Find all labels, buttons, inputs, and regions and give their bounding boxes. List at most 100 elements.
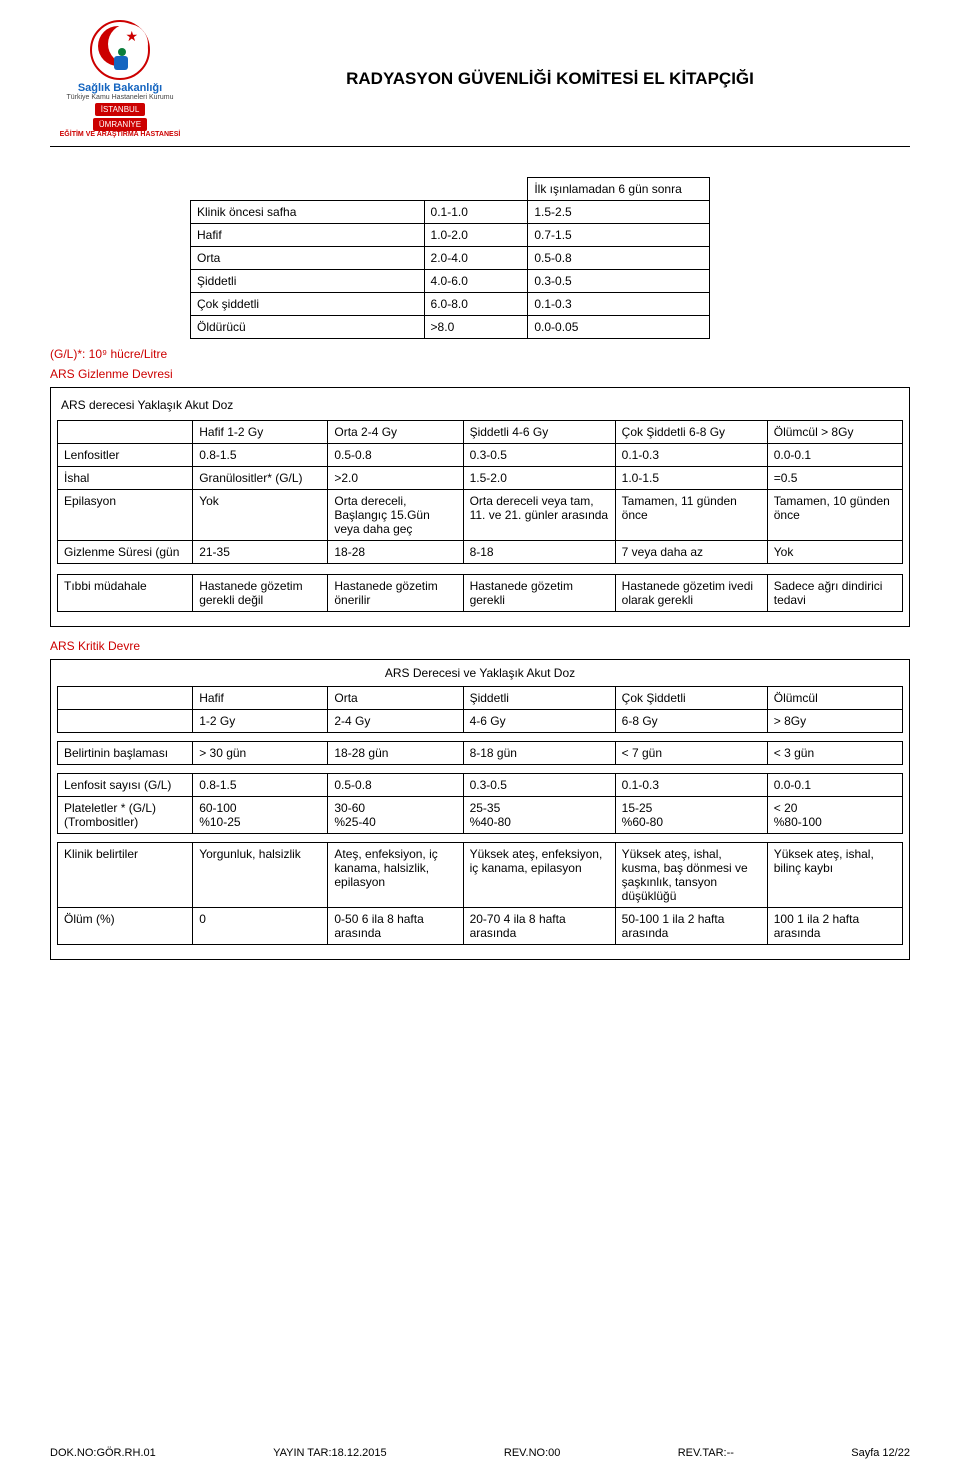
table-cell: Sadece ağrı dindirici tedavi [767,575,902,612]
table-cell [58,687,193,710]
table-cell: Ölümcül [767,687,902,710]
table-cell: 0.7-1.5 [528,224,710,247]
table-row: Çok şiddetli6.0-8.00.1-0.3 [191,293,710,316]
logo-bar-istanbul: İSTANBUL [95,103,146,116]
logo-icon: ★ [90,20,150,80]
table-cell: 0.3-0.5 [463,444,615,467]
table-cell: 1-2 Gy [193,710,328,733]
table-cell: 0.0-0.05 [528,316,710,339]
document-title: RADYASYON GÜVENLİĞİ KOMİTESİ EL KİTAPÇIĞ… [190,69,910,89]
table-cell: 0.1-0.3 [528,293,710,316]
table-row: Plateletler * (G/L) (Trombositler)60-100… [58,797,903,834]
table-cell: 0.0-0.1 [767,774,902,797]
table-cell: < 7 gün [615,742,767,765]
table-cell: >8.0 [424,316,528,339]
footer-revtar: REV.TAR:-- [678,1447,734,1459]
logo-text-sub: Türkiye Kamu Hastaneleri Kurumu [67,94,174,101]
table-row: EpilasyonYokOrta dereceli, Başlangıç 15.… [58,490,903,541]
table-cell: 100 1 ila 2 hafta arasında [767,908,902,945]
table-cell: Yüksek ateş, enfeksiyon, iç kanama, epil… [463,843,615,908]
table-cell: 0.8-1.5 [193,774,328,797]
table-cell: İshal [58,467,193,490]
table-cell: Çok şiddetli [191,293,425,316]
footer-yayin: YAYIN TAR:18.12.2015 [273,1447,387,1459]
table-cell: 0.1-0.3 [615,444,767,467]
page-header: ★ Sağlık Bakanlığı Türkiye Kamu Hastanel… [50,20,910,147]
table-cell: Tıbbi müdahale [58,575,193,612]
table-cell: 1.5-2.5 [528,201,710,224]
table-row: Orta2.0-4.00.5-0.8 [191,247,710,270]
table-cell: 1.0-1.5 [615,467,767,490]
table3d: Klinik belirtilerYorgunluk, halsizlikAte… [57,842,903,945]
table-cell: Gizlenme Süresi (gün [58,541,193,564]
table-cell: 21-35 [193,541,328,564]
table-cell: Ölüm (%) [58,908,193,945]
logo-block: ★ Sağlık Bakanlığı Türkiye Kamu Hastanel… [50,20,190,138]
table-cell: 18-28 gün [328,742,463,765]
table-cell: Lenfositler [58,444,193,467]
table-cell: 15-25 %60-80 [615,797,767,834]
table-cell: 0.8-1.5 [193,444,328,467]
table-cell: < 20 %80-100 [767,797,902,834]
table-cell: Hafif [193,687,328,710]
table-cell: Hastanede gözetim gerekli değil [193,575,328,612]
footer-dok: DOK.NO:GÖR.RH.01 [50,1447,156,1459]
table-cell: 1.0-2.0 [424,224,528,247]
logo-text-ministry: Sağlık Bakanlığı [78,82,162,94]
footer-revno: REV.NO:00 [504,1447,560,1459]
table-cell: Hafif [191,224,425,247]
section-gizlenme-title: ARS Gizlenme Devresi [50,367,910,381]
table-cell: Şiddetli [191,270,425,293]
table-row: Lenfosit sayısı (G/L)0.8-1.50.5-0.80.3-0… [58,774,903,797]
table-cell: Plateletler * (G/L) (Trombositler) [58,797,193,834]
table3-container: ARS Derecesi ve Yaklaşık Akut Doz HafifO… [50,659,910,960]
table-cell: Yok [193,490,328,541]
table-cell: Tamamen, 10 günden önce [767,490,902,541]
table-cell [58,421,193,444]
table-cell: Ölümcül > 8Gy [767,421,902,444]
table-cell: Öldürücü [191,316,425,339]
table-cell: 7 veya daha az [615,541,767,564]
table-cell: Orta [191,247,425,270]
table-row: Klinik öncesi safha0.1-1.01.5-2.5 [191,201,710,224]
table-row: Hafif1.0-2.00.7-1.5 [191,224,710,247]
table-cell: 0.1-1.0 [424,201,528,224]
table-cell: 50-100 1 ila 2 hafta arasında [615,908,767,945]
table-cell: Hastanede gözetim gerekli [463,575,615,612]
table-cell: =0.5 [767,467,902,490]
table-cell: 0-50 6 ila 8 hafta arasında [328,908,463,945]
table-cell: 8-18 gün [463,742,615,765]
table-cell: 0 [193,908,328,945]
footer-sayfa: Sayfa 12/22 [851,1447,910,1459]
table-cell: Çok Şiddetli [615,687,767,710]
table-cell: 0.1-0.3 [615,774,767,797]
table3b: Belirtinin başlaması> 30 gün18-28 gün8-1… [57,741,903,765]
table-cell: Tamamen, 11 günden önce [615,490,767,541]
table-cell: 60-100 %10-25 [193,797,328,834]
table3c: Lenfosit sayısı (G/L)0.8-1.50.5-0.80.3-0… [57,773,903,834]
table-initial: İlk ışınlamadan 6 gün sonra Klinik önces… [190,177,710,339]
table2-container: ARS derecesi Yaklaşık Akut Doz Hafif 1-2… [50,387,910,627]
table-cell: 18-28 [328,541,463,564]
table-cell: 0.0-0.1 [767,444,902,467]
table3-caption: ARS Derecesi ve Yaklaşık Akut Doz [57,666,903,680]
table-cell: Orta dereceli, Başlangıç 15.Gün veya dah… [328,490,463,541]
table-cell: Epilasyon [58,490,193,541]
table-cell: 25-35 %40-80 [463,797,615,834]
table-cell: 0.5-0.8 [328,444,463,467]
table-cell: 6.0-8.0 [424,293,528,316]
table-cell: Hastanede gözetim önerilir [328,575,463,612]
note-hucre: (G/L)*: 10⁹ hücre/Litre [50,347,910,361]
table3a: HafifOrtaŞiddetliÇok ŞiddetliÖlümcül 1-2… [57,686,903,733]
table-cell: Hastanede gözetim ivedi olarak gerekli [615,575,767,612]
table-cell: < 3 gün [767,742,902,765]
table-cell: 20-70 4 ila 8 hafta arasında [463,908,615,945]
table2: Hafif 1-2 GyOrta 2-4 GyŞiddetli 4-6 GyÇo… [57,420,903,564]
table-cell: Orta 2-4 Gy [328,421,463,444]
table-cell: Yüksek ateş, ishal, bilinç kaybı [767,843,902,908]
table-row: Klinik belirtilerYorgunluk, halsizlikAte… [58,843,903,908]
section-kritik-title: ARS Kritik Devre [50,639,910,653]
table-row: Öldürücü>8.00.0-0.05 [191,316,710,339]
table-cell: 8-18 [463,541,615,564]
table-cell [58,710,193,733]
